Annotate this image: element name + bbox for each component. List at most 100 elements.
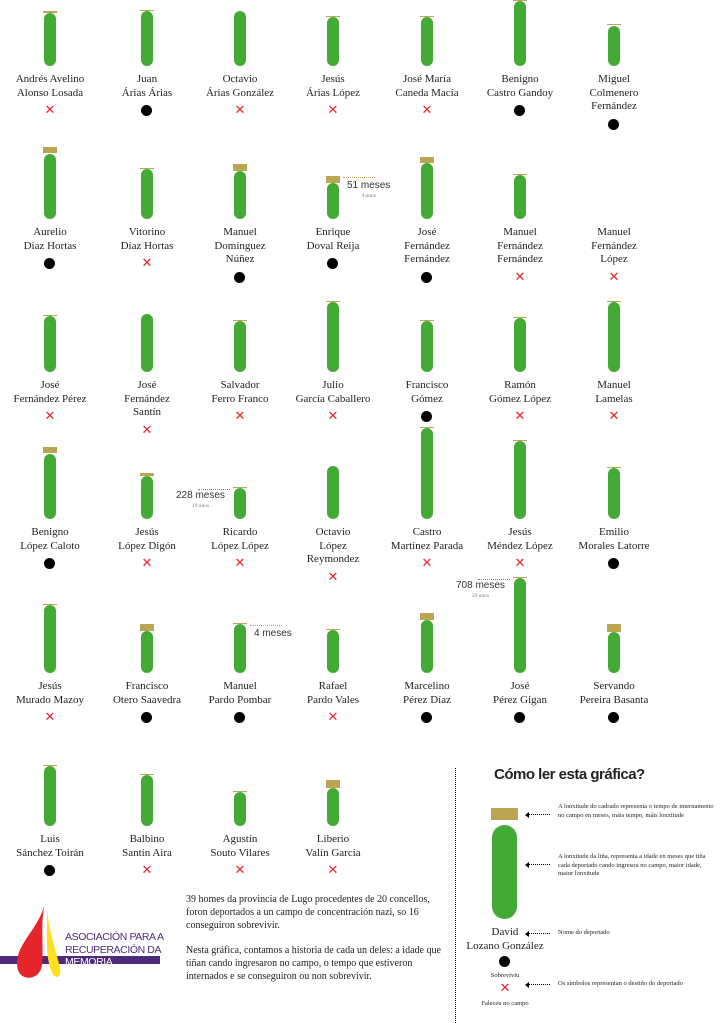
legend-bar-text: A lonxitude da liña, representa a idade … (558, 853, 706, 877)
internment-box (140, 472, 154, 476)
deportee-name: Balbino Santín Aira (97, 833, 197, 860)
annotation-value: 708 meses (456, 580, 505, 592)
legend-example-bar (492, 825, 517, 919)
name-line: Santín Aira (122, 846, 172, 859)
age-bar (327, 183, 339, 219)
intro-paragraph-2: Nesta gráfica, contamos a historia de ca… (186, 945, 441, 982)
name-line: Liberio (316, 833, 350, 845)
annotation-years: 59 anos (471, 593, 490, 600)
legend-survived-label: Sobreviviu (490, 972, 520, 979)
annotation-years: 19 anos (191, 503, 210, 510)
age-bar (608, 468, 620, 519)
internment-box (140, 167, 154, 169)
deportee-name: Octavio López Reymondez (283, 526, 383, 567)
name-line: Pérez Gigan (492, 693, 548, 706)
internment-box (140, 773, 154, 775)
age-bar (234, 321, 246, 372)
logo-line-3: MEMORIA HISTÓRICA (65, 956, 119, 981)
survived-icon (421, 271, 432, 283)
deportee-name: Francisco Gómez (377, 379, 477, 406)
legend-name-text: Nome do deportado (558, 929, 610, 936)
internment-box (326, 628, 340, 630)
legend-name-line-2: Lozano González (466, 940, 544, 952)
deportee-name: Andrés Avelino Alonso Losada (0, 73, 100, 100)
internment-box (140, 623, 154, 631)
annotation-arrow (478, 579, 510, 581)
name-line: Julio (322, 379, 344, 391)
internment-box (233, 319, 247, 321)
annotation-value: 4 meses (254, 627, 292, 639)
died-icon: ✕ (327, 710, 339, 725)
deportee-name: Castro Martínez Parada (377, 526, 477, 553)
survived-icon (514, 105, 525, 116)
deportee-name: Manuel Fernández López (564, 226, 664, 267)
name-line: Marcelino (404, 680, 450, 692)
internment-box (513, 0, 527, 1)
name-line: Francisco (405, 379, 449, 391)
age-bar (327, 788, 339, 826)
name-line: López Digón (118, 539, 176, 552)
name-line: Pérez Díaz (403, 693, 451, 706)
name-line: Sánchez Toirán (16, 846, 84, 859)
internment-box (326, 15, 340, 17)
age-bar (44, 13, 56, 66)
deportee-name: José Pérez Gigan (470, 680, 570, 707)
internment-box (326, 175, 340, 183)
name-line: García Caballero (295, 392, 371, 405)
internment-box (233, 790, 247, 792)
name-line: Pardo Pombar (208, 693, 272, 706)
legend-arrow-name (525, 930, 550, 937)
age-bar (421, 620, 433, 673)
name-line: Aurelio (33, 226, 67, 238)
deportee-name: Marcelino Pérez Díaz (377, 680, 477, 707)
internment-box (43, 314, 57, 316)
survived-icon (327, 258, 338, 269)
died-icon: ✕ (514, 269, 526, 285)
legend-title: Cómo ler esta gráfica? (494, 766, 645, 783)
died-icon: ✕ (234, 863, 246, 878)
internment-box (326, 779, 340, 788)
name-line: Valín García (305, 846, 361, 859)
armh-logo: ASOCIACIÓN PARA A RECUPERACIÓN DA MEMORI… (0, 900, 165, 985)
legend-arrow-symbols (525, 981, 550, 988)
name-line: Jesús (135, 526, 159, 538)
name-line: López Caloto (20, 539, 80, 552)
name-line: Octavio (222, 73, 258, 85)
died-icon: ✕ (234, 556, 246, 571)
name-line: Pereira Basanta (579, 693, 649, 706)
died-icon: ✕ (44, 103, 56, 118)
name-line: Jesús (508, 526, 532, 538)
age-bar (327, 302, 339, 372)
name-line: Lamelas (595, 392, 633, 405)
age-bar (44, 316, 56, 372)
survived-icon (608, 118, 619, 130)
internment-box (326, 300, 340, 302)
internment-box (43, 764, 57, 766)
age-bar (608, 302, 620, 372)
survived-icon (141, 712, 152, 723)
age-bar (141, 631, 153, 673)
died-icon: ✕ (327, 863, 339, 878)
name-line: Rafael (318, 680, 348, 692)
died-icon: ✕ (141, 863, 153, 878)
deportee-name: Manuel Pardo Pombar (190, 680, 290, 707)
survived-icon (44, 258, 55, 269)
deportee-name: Luis Sánchez Toirán (0, 833, 100, 860)
survived-icon (608, 712, 619, 723)
name-line: Juan (136, 73, 158, 85)
name-line: Manuel (223, 680, 257, 692)
name-line: Agustín (222, 833, 258, 845)
name-line: Andrés Avelino (15, 73, 85, 85)
name-line: Ricardo (222, 526, 258, 538)
annotation-years: 4 anos (361, 193, 376, 200)
survived-icon (234, 271, 245, 283)
internment-box (43, 10, 57, 13)
name-line: Jesús (38, 680, 62, 692)
died-icon: ✕ (514, 409, 526, 424)
age-bar (44, 766, 56, 826)
deportee-name: Rafael Pardo Vales (283, 680, 383, 707)
name-line: Manuel (223, 226, 257, 238)
deportee-name: José Fernández Pérez (0, 379, 100, 406)
died-icon: ✕ (234, 103, 246, 118)
deportee-name: Enrique Doval Reija (283, 226, 383, 253)
